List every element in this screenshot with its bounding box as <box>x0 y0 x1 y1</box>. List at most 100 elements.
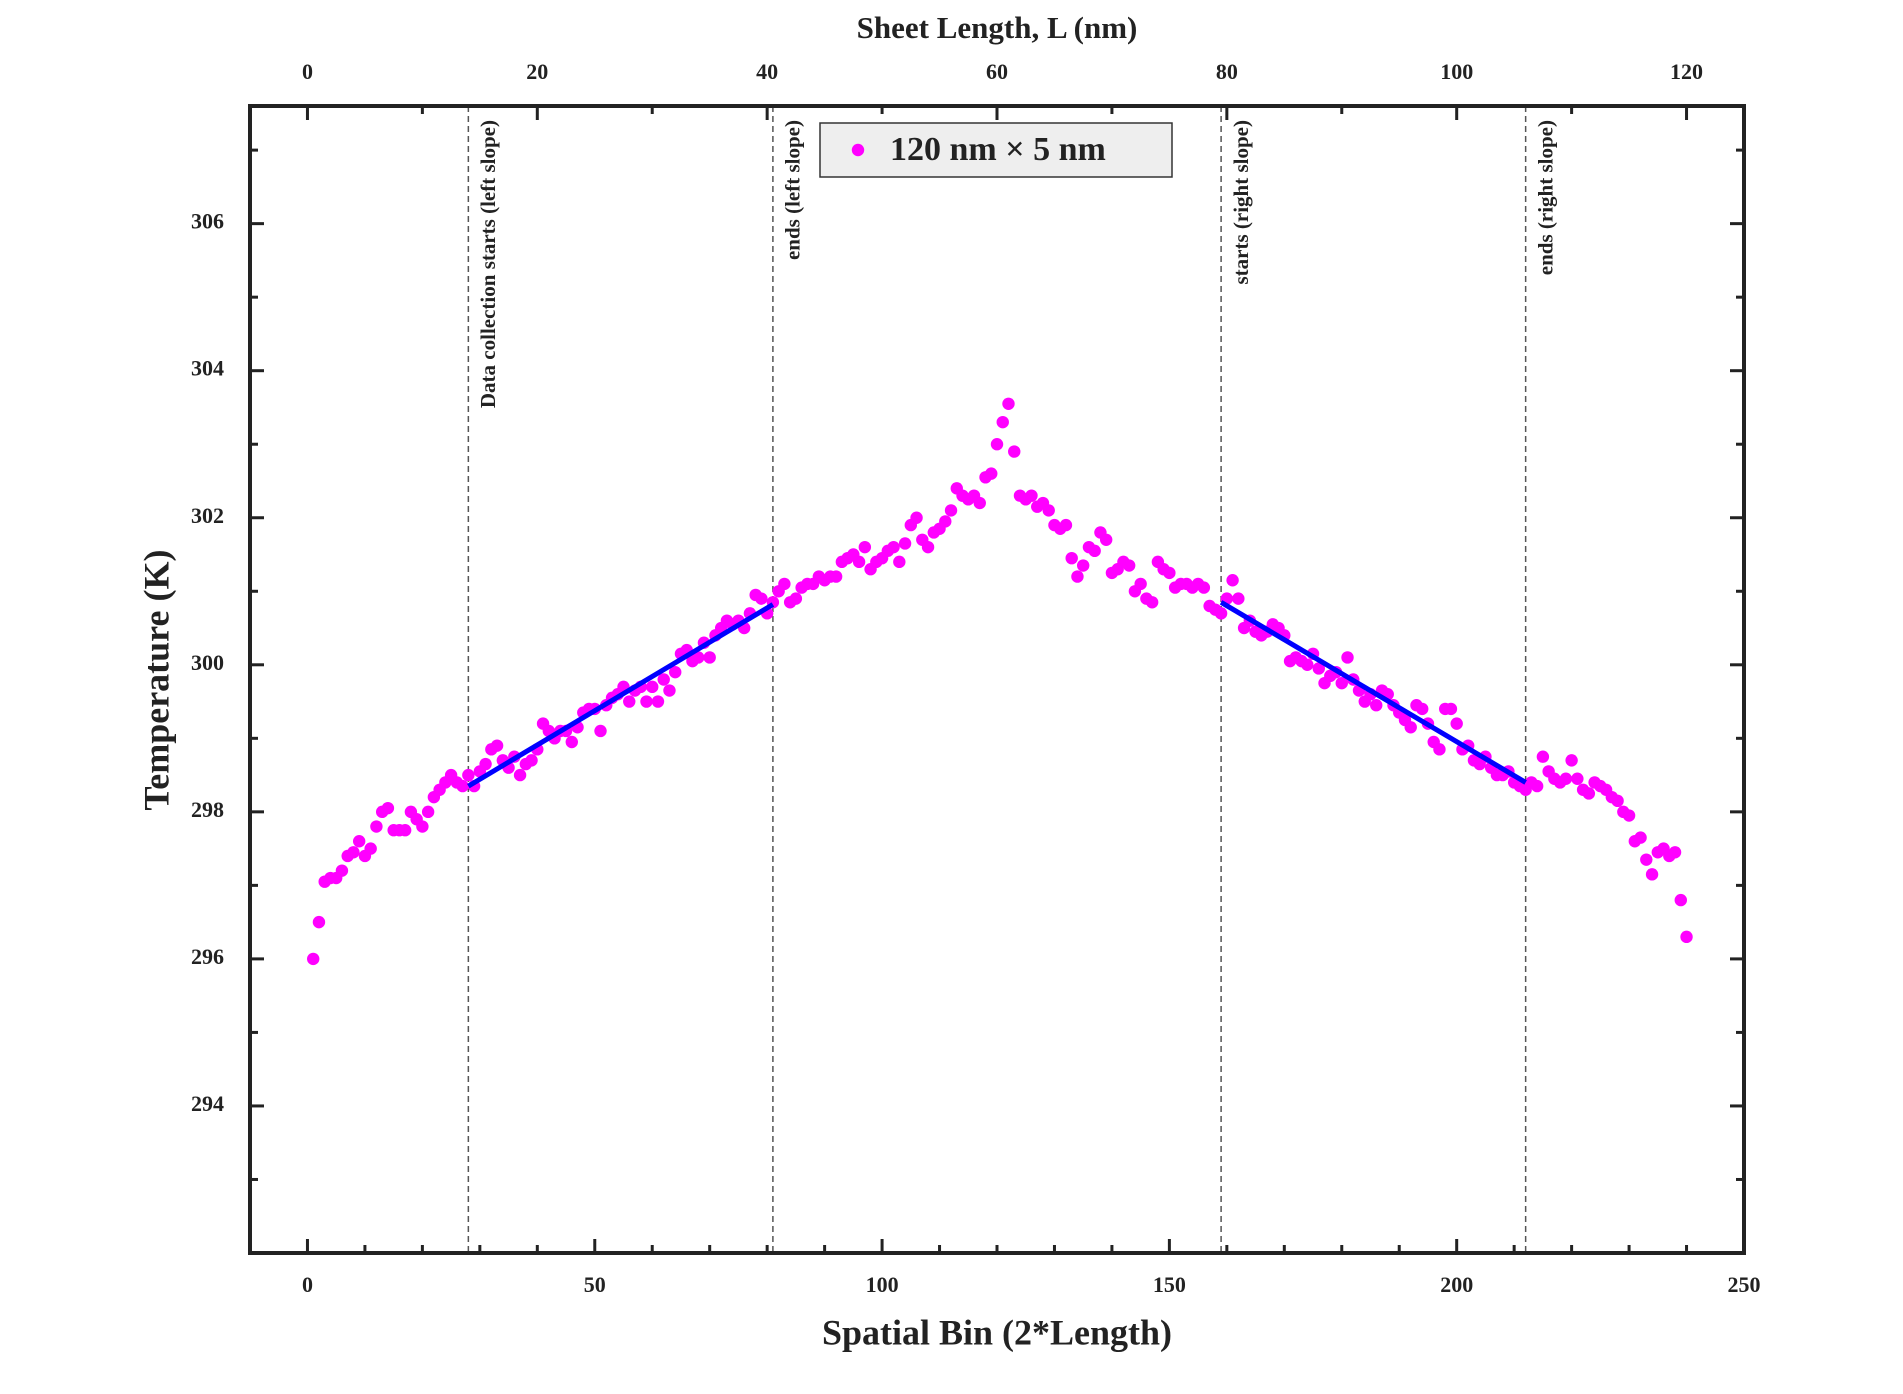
data-point <box>307 952 320 966</box>
y-tick-label: 300 <box>191 650 224 675</box>
data-point <box>421 805 435 819</box>
data-point <box>1582 787 1596 800</box>
fit-line <box>467 602 775 789</box>
reference-label: ends (right slope) <box>1533 120 1557 275</box>
x2-tick-label: 120 <box>1670 59 1703 84</box>
data-point <box>1134 577 1147 591</box>
y-tick-label: 302 <box>191 503 224 528</box>
data-point <box>944 504 958 517</box>
data-point <box>335 864 349 877</box>
data-point <box>1088 544 1101 558</box>
plot-frame <box>248 104 1746 1255</box>
data-point <box>778 577 791 591</box>
data-point <box>1214 607 1228 620</box>
data-point <box>1634 831 1647 844</box>
data-point <box>939 515 952 528</box>
data-point <box>829 570 843 583</box>
data-point <box>663 684 676 697</box>
data-point <box>1565 754 1578 767</box>
data-point <box>1145 596 1159 609</box>
data-point <box>1025 489 1038 502</box>
y-tick-label: 306 <box>191 209 224 234</box>
data-point <box>1571 772 1584 785</box>
data-point <box>1416 702 1429 716</box>
data-point <box>1622 809 1636 822</box>
top-axis-title: Sheet Length, L (nm) <box>857 10 1138 45</box>
data-point <box>1674 893 1687 907</box>
data-point <box>640 695 653 708</box>
data-point <box>416 820 429 833</box>
data-point <box>1071 570 1084 583</box>
x-tick-label: 100 <box>866 1272 899 1297</box>
legend-box <box>819 122 1173 178</box>
data-point <box>669 665 682 679</box>
data-point <box>1341 651 1354 664</box>
y-tick-label: 304 <box>191 356 224 381</box>
data-point <box>1433 743 1446 756</box>
legend-label: 120 nm × 5 nm <box>890 131 1106 168</box>
x2-tick-label: 100 <box>1440 59 1473 84</box>
data-point <box>1668 846 1682 859</box>
data-point <box>1059 518 1073 532</box>
data-point <box>1444 702 1458 716</box>
data-point <box>1312 662 1325 675</box>
data-point <box>1370 699 1383 712</box>
data-point <box>381 801 395 815</box>
data-point <box>1680 930 1693 944</box>
data-point <box>1335 676 1348 690</box>
reference-label: starts (right slope) <box>1229 120 1253 284</box>
data-point <box>887 540 900 554</box>
x2-tick-label: 40 <box>756 59 778 84</box>
data-point <box>1645 868 1659 881</box>
data-point <box>1611 794 1624 808</box>
data-point <box>973 496 986 510</box>
x2-tick-label: 20 <box>526 59 548 84</box>
data-point <box>646 680 659 694</box>
data-point <box>1002 397 1015 410</box>
x2-tick-label: 60 <box>986 59 1008 84</box>
data-point <box>852 555 866 569</box>
data-point <box>910 511 923 524</box>
y-tick-label: 294 <box>191 1091 224 1116</box>
data-point <box>513 768 527 782</box>
data-point <box>364 842 377 855</box>
y-axis-label: Temperature (K) <box>136 550 176 811</box>
fit-line <box>1219 600 1527 785</box>
data-point <box>490 739 504 752</box>
data-point <box>565 735 578 749</box>
data-point <box>898 537 912 550</box>
data-point <box>1232 592 1245 605</box>
data-point <box>1640 853 1653 866</box>
data-point <box>1226 574 1239 587</box>
data-point <box>1536 750 1550 763</box>
data-point <box>1076 559 1090 572</box>
data-point <box>1099 533 1113 547</box>
reference-label: ends (left slope) <box>781 120 805 260</box>
x2-tick-label: 0 <box>302 59 313 84</box>
data-point <box>703 651 716 664</box>
data-point <box>1559 772 1573 785</box>
data-point <box>651 695 665 708</box>
data-point <box>462 768 475 782</box>
data-point <box>921 540 935 554</box>
data-point <box>893 555 906 569</box>
x2-tick-label: 80 <box>1216 59 1238 84</box>
x-tick-label: 250 <box>1728 1272 1761 1297</box>
data-point <box>990 438 1004 451</box>
data-point <box>1197 581 1211 594</box>
data-point <box>1404 721 1417 734</box>
data-point <box>1008 445 1021 458</box>
data-point <box>858 540 872 554</box>
data-point <box>525 754 538 767</box>
data-point <box>456 779 469 793</box>
data-point <box>1065 551 1078 565</box>
data-point <box>1042 504 1055 517</box>
data-point <box>789 592 803 605</box>
data-point <box>347 846 360 859</box>
reference-label: Data collection starts (left slope) <box>476 120 500 408</box>
data-point <box>312 915 326 929</box>
x-tick-label: 200 <box>1440 1272 1473 1297</box>
data-point <box>657 673 670 686</box>
data-point <box>479 757 492 771</box>
